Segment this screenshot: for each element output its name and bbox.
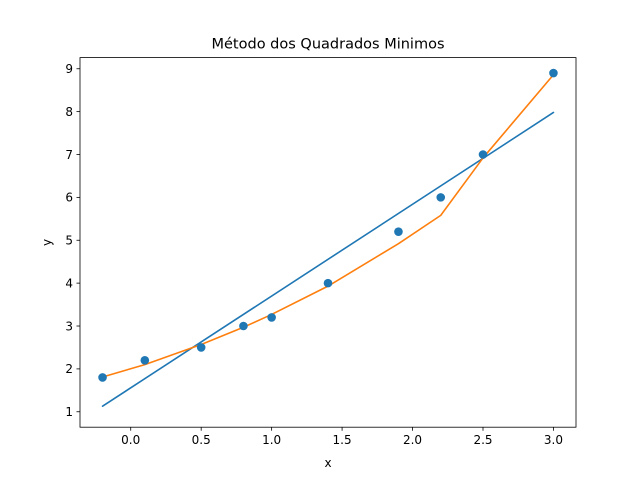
x-tick-label: 0.5 bbox=[192, 433, 211, 447]
x-tick-label: 2.0 bbox=[403, 433, 422, 447]
data-point bbox=[239, 321, 248, 331]
data-point bbox=[98, 373, 107, 382]
chart-title: Método dos Quadrados Minimos bbox=[212, 37, 445, 53]
plot-frame bbox=[79, 57, 577, 428]
x-tick-label: 2.5 bbox=[473, 433, 492, 447]
data-point bbox=[436, 193, 446, 202]
y-tick-label: 2 bbox=[65, 362, 73, 376]
data-point bbox=[478, 150, 488, 159]
y-tick-label: 4 bbox=[65, 276, 73, 290]
data-point bbox=[140, 356, 150, 365]
x-tick-label: 1.0 bbox=[262, 433, 281, 447]
y-tick-label: 9 bbox=[65, 62, 73, 76]
series-layer bbox=[101, 73, 555, 407]
x-axis-label: x bbox=[324, 456, 331, 470]
y-tick-label: 3 bbox=[65, 319, 73, 333]
data-point bbox=[267, 313, 276, 322]
series-line-2 bbox=[101, 73, 555, 378]
x-tick-label: 0.0 bbox=[121, 433, 140, 447]
y-axis-label: y bbox=[40, 239, 54, 246]
y-tick-label: 6 bbox=[65, 191, 73, 205]
data-point bbox=[549, 68, 558, 78]
y-tick-label: 7 bbox=[65, 148, 73, 162]
y-tick-label: 8 bbox=[65, 105, 73, 119]
x-tick-label: 3.0 bbox=[544, 433, 563, 447]
data-point bbox=[323, 278, 333, 288]
x-tick-label: 1.5 bbox=[333, 433, 352, 447]
y-axis-ticks: 1 2 3 4 5 6 7 8 9 bbox=[65, 62, 80, 419]
data-point bbox=[196, 343, 206, 352]
points-layer bbox=[98, 68, 558, 382]
series-line-1 bbox=[101, 111, 555, 407]
y-tick-label: 1 bbox=[65, 405, 73, 419]
x-axis-ticks: 0.0 0.5 1.0 1.5 2.0 2.5 3.0 bbox=[121, 427, 563, 447]
y-tick-label: 5 bbox=[65, 234, 73, 248]
data-point bbox=[394, 227, 403, 236]
